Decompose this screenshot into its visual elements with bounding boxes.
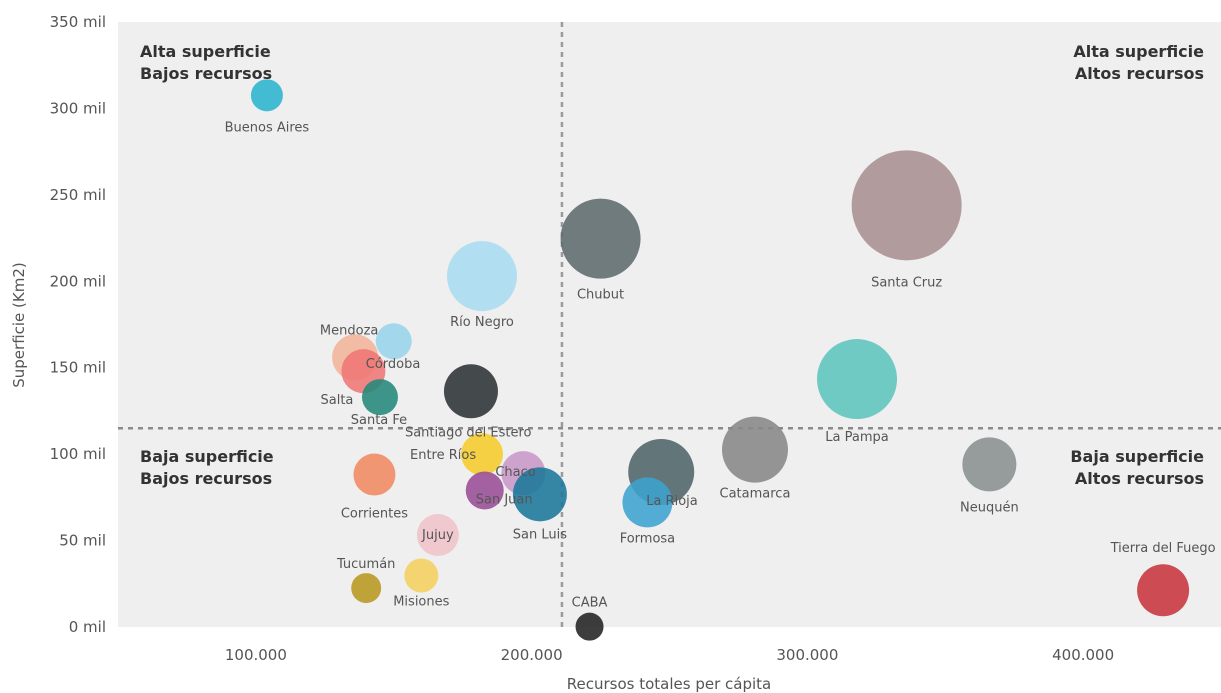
bubble-chubut <box>560 198 641 279</box>
point-label-salta: Salta <box>321 393 354 408</box>
point-label-mendoza: Mendoza <box>320 323 378 338</box>
bubble-santa-cruz <box>851 150 962 261</box>
bubble-jujuy <box>416 514 459 557</box>
x-tick-label: 200.000 <box>501 646 563 664</box>
x-axis-label: Recursos totales per cápita <box>567 675 771 693</box>
y-axis-label: Superficie (Km2) <box>10 262 28 388</box>
point-label-jujuy: Jujuy <box>421 528 454 543</box>
y-tick-label: 350 mil <box>50 13 106 31</box>
quadrant-label-bottom-right-line1: Baja superficie <box>1070 447 1204 466</box>
x-tick-label: 100.000 <box>225 646 287 664</box>
point-label-misiones: Misiones <box>393 594 449 609</box>
y-tick-label: 300 mil <box>50 99 106 117</box>
quadrant-label-top-left-line1: Alta superficie <box>140 42 271 61</box>
point-label-rio-negro: Río Negro <box>450 315 514 330</box>
point-label-san-juan: San Juan <box>476 492 533 507</box>
bubble-santa-fe <box>361 379 398 416</box>
y-tick-label: 50 mil <box>59 532 106 550</box>
point-label-formosa: Formosa <box>620 531 675 546</box>
point-label-la-rioja: La Rioja <box>646 494 698 509</box>
point-label-santiago-del-estero: Santiago del Estero <box>405 425 532 440</box>
point-label-cordoba: Córdoba <box>366 357 421 372</box>
bubble-rio-negro <box>446 241 517 312</box>
y-tick-label: 100 mil <box>50 445 106 463</box>
point-label-santa-cruz: Santa Cruz <box>871 275 942 290</box>
bubble-tucuman <box>351 573 382 604</box>
point-label-santa-fe: Santa Fe <box>351 413 407 428</box>
reference-lines <box>118 22 1221 627</box>
point-label-chaco: Chaco <box>495 465 535 480</box>
quadrant-label-top-right-line2: Altos recursos <box>1075 64 1204 83</box>
y-tick-label: 150 mil <box>50 359 106 377</box>
quadrant-label-bottom-right-line2: Altos recursos <box>1075 469 1204 488</box>
bubble-formosa <box>622 477 673 528</box>
bubble-catamarca <box>721 416 788 483</box>
bubble-entre-rios <box>460 433 503 476</box>
quadrant-label-top-right-line1: Alta superficie <box>1073 42 1204 61</box>
point-label-chubut: Chubut <box>577 288 624 303</box>
quadrant-label-bottom-left-line1: Baja superficie <box>140 447 274 466</box>
bubble-santiago-del-estero <box>443 364 498 419</box>
bubble-misiones <box>404 558 439 593</box>
x-tick-label: 400.000 <box>1052 646 1114 664</box>
point-label-catamarca: Catamarca <box>720 487 791 502</box>
bubble-caba <box>575 612 604 641</box>
bubble-corrientes <box>353 453 396 496</box>
quadrant-labels: Alta superficie Bajos recursos Alta superf… <box>140 42 1204 488</box>
bubble-tierra-del-fuego <box>1137 564 1190 617</box>
bubble-san-luis <box>512 467 567 522</box>
bubble-neuquen <box>962 437 1017 492</box>
data-points <box>250 79 1190 641</box>
point-label-la-pampa: La Pampa <box>825 430 888 445</box>
bubble-cordoba <box>375 323 412 360</box>
x-tick-label: 300.000 <box>776 646 838 664</box>
bubble-buenos-aires <box>250 79 283 112</box>
x-axis-ticks: 100.000 200.000 300.000 400.000 <box>225 646 1114 664</box>
bubble-san-juan <box>465 471 504 510</box>
y-tick-label: 200 mil <box>50 272 106 290</box>
plot-background <box>118 22 1221 627</box>
quadrant-label-bottom-left-line2: Bajos recursos <box>140 469 272 488</box>
point-label-caba: CABA <box>572 596 608 611</box>
point-label-entre-rios: Entre Ríos <box>410 448 476 463</box>
quadrant-label-top-left-line2: Bajos recursos <box>140 64 272 83</box>
point-labels: Buenos Aires Río Negro Chubut Santa Cruz Men… <box>225 120 1216 610</box>
point-label-buenos-aires: Buenos Aires <box>225 120 310 135</box>
point-label-tierra-del-fuego: Tierra del Fuego <box>1110 541 1216 556</box>
point-label-tucuman: Tucumán <box>336 557 395 572</box>
point-label-corrientes: Corrientes <box>341 507 408 522</box>
point-label-neuquen: Neuquén <box>960 500 1019 515</box>
bubble-la-pampa <box>817 339 898 420</box>
point-label-san-luis: San Luis <box>513 527 567 542</box>
y-tick-label: 0 mil <box>69 618 106 636</box>
y-tick-label: 250 mil <box>50 186 106 204</box>
y-axis-ticks: 0 mil 50 mil 100 mil 150 mil 200 mil 250 mil 3… <box>50 13 106 636</box>
